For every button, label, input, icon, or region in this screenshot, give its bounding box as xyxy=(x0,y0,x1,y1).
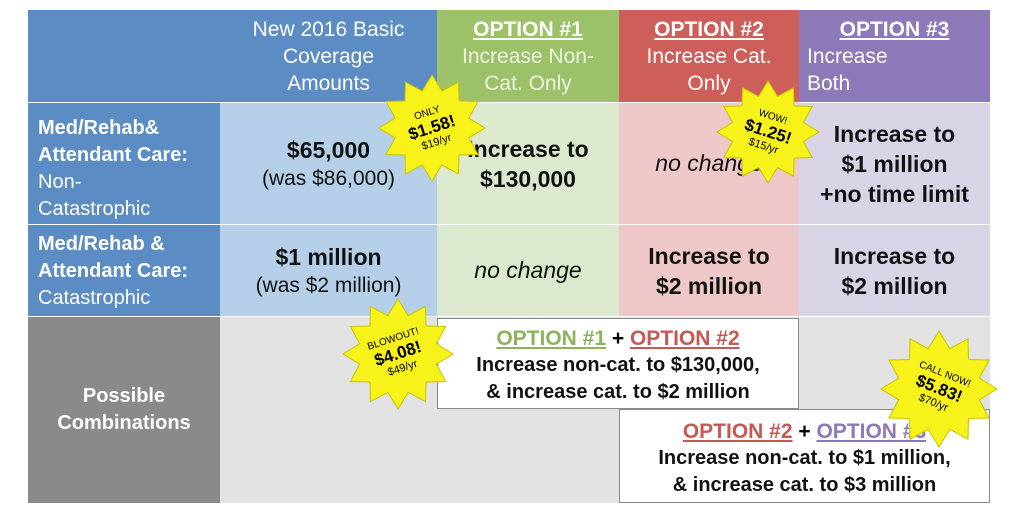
combination-1: OPTION #1 + OPTION #2 Increase non-cat. … xyxy=(437,318,799,409)
header-corner xyxy=(28,10,220,102)
cat-option-3: Increase to $2 million xyxy=(799,224,990,316)
combo1-plus: + xyxy=(611,327,625,350)
combo2-option-a: OPTION #2 xyxy=(682,420,793,443)
row-label-noncat: Med/Rehab& Attendant Care: Non- Catastro… xyxy=(28,102,220,224)
header-option-1: OPTION #1 Increase Non- Cat. Only xyxy=(437,10,619,102)
cat-option-1: no change xyxy=(437,224,619,316)
price-burst-3: BLOWOUT! $4.08! $49/yr xyxy=(342,298,454,410)
header-option-3: OPTION #3 Increase Both xyxy=(799,10,990,102)
combo1-desc-2: & increase cat. to $2 million xyxy=(486,381,750,403)
price-burst-1: ONLY $1.58! $19/yr xyxy=(378,74,486,182)
row-label-cat: Med/Rehab & Attendant Care: Catastrophic xyxy=(28,224,220,316)
combo1-desc-1: Increase non-cat. to $130,000, xyxy=(476,354,760,376)
combo1-option-a: OPTION #1 xyxy=(496,327,607,350)
combo2-desc-2: & increase cat. to $3 million xyxy=(672,474,937,496)
cat-basic: $1 million (was $2 million) xyxy=(220,224,437,316)
noncat-option-3: Increase to $1 million +no time limit xyxy=(799,102,990,224)
price-burst-4: CALL NOW! $5.83! $70/yr xyxy=(880,330,998,448)
combo2-plus: + xyxy=(798,420,811,443)
combo2-option-b: OPTION #3 xyxy=(816,420,927,443)
combo1-option-b: OPTION #2 xyxy=(629,327,740,350)
combinations-label: Possible Combinations xyxy=(28,316,220,503)
price-burst-2: WOW! $1.25! $15/yr xyxy=(716,80,820,184)
combo2-desc-1: Increase non-cat. to $1 million, xyxy=(658,447,951,469)
header-basic: New 2016 Basic Coverage Amounts xyxy=(220,10,437,102)
cat-option-2: Increase to $2 million xyxy=(619,224,799,316)
